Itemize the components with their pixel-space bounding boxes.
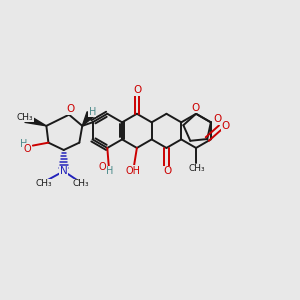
Text: H: H bbox=[106, 167, 113, 176]
Text: CH₃: CH₃ bbox=[36, 179, 52, 188]
Text: H: H bbox=[20, 140, 28, 149]
Text: CH₃: CH₃ bbox=[16, 112, 33, 122]
Text: O: O bbox=[23, 143, 31, 154]
Text: OH: OH bbox=[126, 166, 141, 176]
Text: H: H bbox=[88, 107, 96, 117]
Text: O: O bbox=[133, 85, 142, 95]
Text: O: O bbox=[222, 121, 230, 131]
Text: CH₃: CH₃ bbox=[72, 179, 89, 188]
Text: CH₃: CH₃ bbox=[188, 164, 205, 173]
Text: O: O bbox=[191, 103, 200, 113]
Text: O: O bbox=[66, 104, 75, 114]
Polygon shape bbox=[82, 112, 94, 126]
Text: O: O bbox=[98, 162, 106, 172]
Text: N: N bbox=[60, 166, 68, 176]
Text: O: O bbox=[163, 167, 171, 176]
Text: O: O bbox=[213, 114, 221, 124]
Polygon shape bbox=[25, 115, 46, 126]
